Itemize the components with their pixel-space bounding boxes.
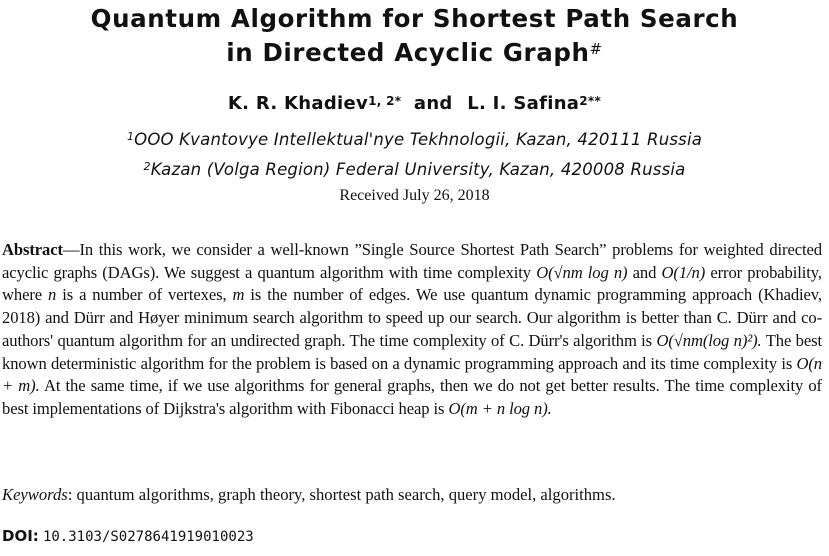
variable-n: n	[48, 285, 57, 305]
abstract-text-6: The best known deterministic algorithm f…	[2, 330, 822, 373]
keywords-text: : quantum algorithms, graph theory, shor…	[67, 485, 616, 504]
affiliation-1-mark: 1	[126, 130, 135, 143]
title-line-2-text: in Directed Acyclic Graph	[226, 38, 590, 67]
affiliation-1: 1OOO Kvantovye Intellektual'nye Tekhnolo…	[0, 129, 829, 151]
doi: DOI: 10.3103/S0278641919010023	[2, 525, 822, 548]
title-line-1: Quantum Algorithm for Shortest Path Sear…	[90, 4, 739, 33]
abstract: Abstract—In this work, we consider a wel…	[2, 239, 822, 421]
author-list: K. R. Khadiev1, 2* and L. I. Safina2**	[0, 92, 829, 116]
author-2-affiliation-mark: 2**	[579, 94, 602, 108]
abstract-text-3: error probability, where	[2, 262, 822, 305]
complexity-formula-3: O(√nm(log n)²).	[656, 330, 762, 350]
complexity-formula-1: O(√nm log n)	[536, 262, 628, 282]
complexity-formula-4: O(n + m).	[2, 353, 822, 396]
title-line-2: in Directed Acyclic Graph#	[0, 36, 829, 70]
abstract-text-7: At the same time, if we use algorithms f…	[2, 376, 822, 418]
keywords: Keywords: quantum algorithms, graph theo…	[2, 484, 822, 506]
abstract-label: Abstract	[2, 240, 63, 259]
doi-value[interactable]: 10.3103/S0278641919010023	[42, 529, 254, 545]
keywords-label: Keywords	[2, 485, 68, 504]
affiliation-2: 2Kazan (Volga Region) Federal University…	[0, 159, 829, 181]
abstract-text-2: and	[632, 262, 657, 282]
received-date: Received July 26, 2018	[339, 187, 490, 204]
abstract-text-1: —In this work, we consider a well-known …	[2, 240, 822, 282]
title-footnote-mark: #	[589, 40, 603, 58]
variable-m: m	[232, 285, 245, 305]
abstract-text-4: is a number of vertexes,	[62, 285, 227, 305]
author-1-affiliation-mark: 1, 2*	[368, 94, 402, 108]
affiliation-1-text: OOO Kvantovye Intellektual'nye Tekhnolog…	[134, 130, 703, 149]
author-conjunction: and	[413, 93, 453, 114]
paper-title: Quantum Algorithm for Shortest Path Sear…	[0, 2, 829, 70]
complexity-formula-2: O(1/n)	[661, 262, 706, 282]
doi-label: DOI:	[2, 527, 39, 545]
author-2-name: L. I. Safina	[467, 93, 580, 114]
abstract-text-5: is the number of edges. We use quantum d…	[2, 285, 822, 350]
affiliation-2-mark: 2	[143, 160, 151, 173]
affiliation-2-text: Kazan (Volga Region) Federal University,…	[150, 160, 686, 179]
complexity-formula-5: O(m + n log n).	[448, 398, 552, 418]
author-1-name: K. R. Khadiev	[227, 93, 369, 114]
